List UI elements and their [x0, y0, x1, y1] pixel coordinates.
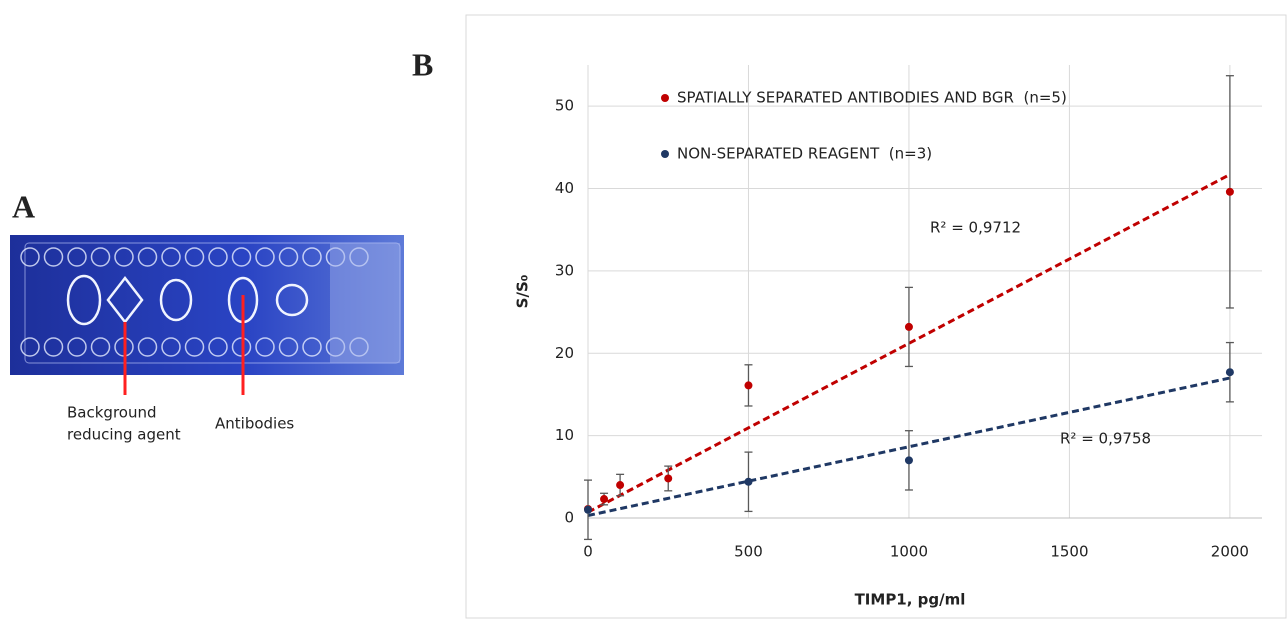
y-tick-label: 50: [555, 97, 574, 115]
chip-photo: [10, 235, 404, 375]
point: [600, 495, 609, 504]
x-tick-label: 0: [583, 543, 593, 561]
r-squared: R² = 0,9712: [930, 219, 1021, 237]
y-tick-label: 10: [555, 426, 574, 444]
x-tick-label: 500: [734, 543, 763, 561]
x-tick-label: 1000: [890, 543, 928, 561]
x-axis-label: TIMP1, pg/ml: [855, 591, 966, 609]
point: [616, 481, 625, 490]
annotation: Background: [67, 404, 157, 422]
panel-label: A: [12, 188, 35, 224]
point: [744, 477, 753, 486]
legend-label: NON-SEPARATED REAGENT (n=3): [677, 145, 932, 163]
annotation: reducing agent: [67, 426, 181, 444]
point: [904, 322, 913, 331]
y-tick-label: 30: [555, 261, 574, 279]
point: [744, 381, 753, 390]
point: [1225, 187, 1234, 196]
y-tick-label: 0: [564, 509, 574, 527]
x-tick-label: 2000: [1211, 543, 1249, 561]
y-axis-label: S/S₀: [514, 275, 532, 309]
legend-label: SPATIALLY SEPARATED ANTIBODIES AND BGR (…: [677, 89, 1067, 107]
point: [584, 505, 592, 514]
panel-label: B: [412, 46, 433, 82]
point: [664, 474, 673, 483]
annotation: Antibodies: [215, 415, 294, 433]
x-tick-label: 1500: [1050, 543, 1088, 561]
point: [904, 456, 913, 465]
legend-marker: [661, 94, 669, 102]
y-tick-label: 40: [555, 179, 574, 197]
point: [1225, 368, 1234, 377]
r-squared: R² = 0,9758: [1060, 430, 1151, 448]
y-tick-label: 20: [555, 344, 574, 362]
legend-marker: [661, 150, 669, 158]
